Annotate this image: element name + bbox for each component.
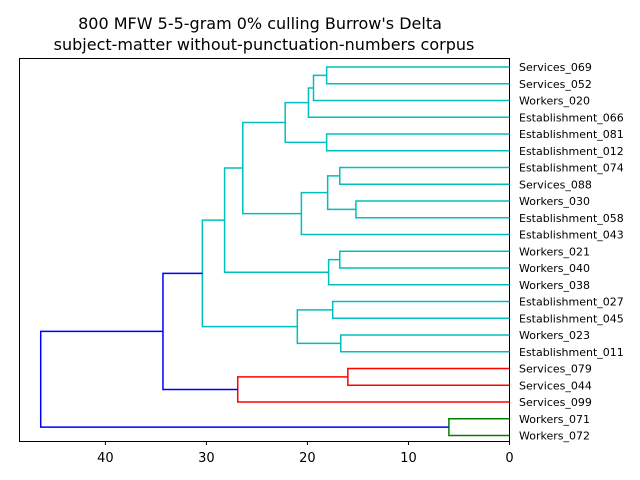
leaf-label: Workers_040 — [519, 262, 590, 275]
dendrogram-link-n8 — [326, 175, 356, 211]
leaf-label: Workers_023 — [519, 329, 590, 342]
x-tick-label: 0 — [505, 451, 513, 466]
dendrogram-link-n21 — [448, 418, 510, 437]
x-tick-label: 40 — [97, 451, 114, 466]
leaf-label: Services_052 — [519, 78, 592, 91]
dendrogram-link-n14 — [331, 300, 510, 319]
leaf-label: Workers_038 — [519, 279, 590, 292]
dendrogram-link-n16 — [296, 309, 341, 345]
leaf-label: Services_079 — [519, 363, 592, 376]
leaf-label: Services_099 — [519, 396, 592, 409]
x-axis-ticks: 40 30 20 10 0 — [97, 441, 514, 466]
x-tick-label: 20 — [299, 451, 316, 466]
x-tick-label: 30 — [198, 451, 215, 466]
leaf-label: Establishment_074 — [519, 162, 624, 175]
chart-title-line-2: subject-matter without-punctuation-numbe… — [54, 35, 475, 54]
chart-title-line-1: 800 MFW 5-5-gram 0% culling Burrow's Del… — [78, 14, 442, 33]
leaf-label: Services_044 — [519, 379, 592, 392]
dendrogram-link-n5 — [284, 101, 327, 144]
dendrogram-link-n6 — [339, 166, 510, 185]
leaf-label: Establishment_066 — [519, 111, 624, 124]
dendrogram-link-n7 — [355, 200, 510, 219]
leaf-label: Establishment_012 — [519, 145, 624, 158]
dendrogram-link-n15 — [340, 334, 510, 353]
leaf-label: Establishment_081 — [519, 128, 624, 141]
dendrogram-link-n11 — [339, 250, 510, 269]
leaf-label: Establishment_011 — [519, 346, 624, 359]
leaf-labels: Services_069 Services_052 Workers_020 Estab… — [519, 61, 624, 443]
leaf-label: Services_069 — [519, 61, 592, 74]
dendrogram-links — [39, 66, 510, 437]
leaf-label: Establishment_045 — [519, 312, 624, 325]
dendrogram-link-n10 — [242, 121, 302, 215]
dendrogram-link-n22 — [39, 330, 449, 428]
dendrogram-link-n18 — [347, 367, 510, 386]
dendrogram-link-n17 — [201, 219, 298, 328]
leaf-label: Workers_071 — [519, 413, 590, 426]
dendrogram-link-n20 — [162, 272, 238, 391]
leaf-label: Workers_072 — [519, 430, 590, 443]
dendrogram-link-n19 — [236, 376, 510, 403]
plot-area-frame — [19, 58, 510, 442]
leaf-label: Establishment_043 — [519, 229, 624, 242]
dendrogram-link-n2 — [312, 74, 510, 102]
x-tick-label: 10 — [400, 451, 417, 466]
dendrogram-link-n4 — [325, 133, 510, 152]
leaf-label: Workers_030 — [519, 195, 590, 208]
leaf-label: Services_088 — [519, 178, 592, 191]
dendrogram-link-n9 — [300, 191, 510, 236]
dendrogram-link-n3 — [307, 87, 510, 118]
dendrogram-link-n12 — [327, 258, 510, 286]
leaf-label: Establishment_027 — [519, 296, 624, 309]
leaf-label: Workers_020 — [519, 95, 590, 108]
dendrogram-link-n1 — [325, 66, 510, 85]
dendrogram-link-n13 — [223, 167, 329, 273]
leaf-label: Establishment_058 — [519, 212, 624, 225]
leaf-label: Workers_021 — [519, 245, 590, 258]
